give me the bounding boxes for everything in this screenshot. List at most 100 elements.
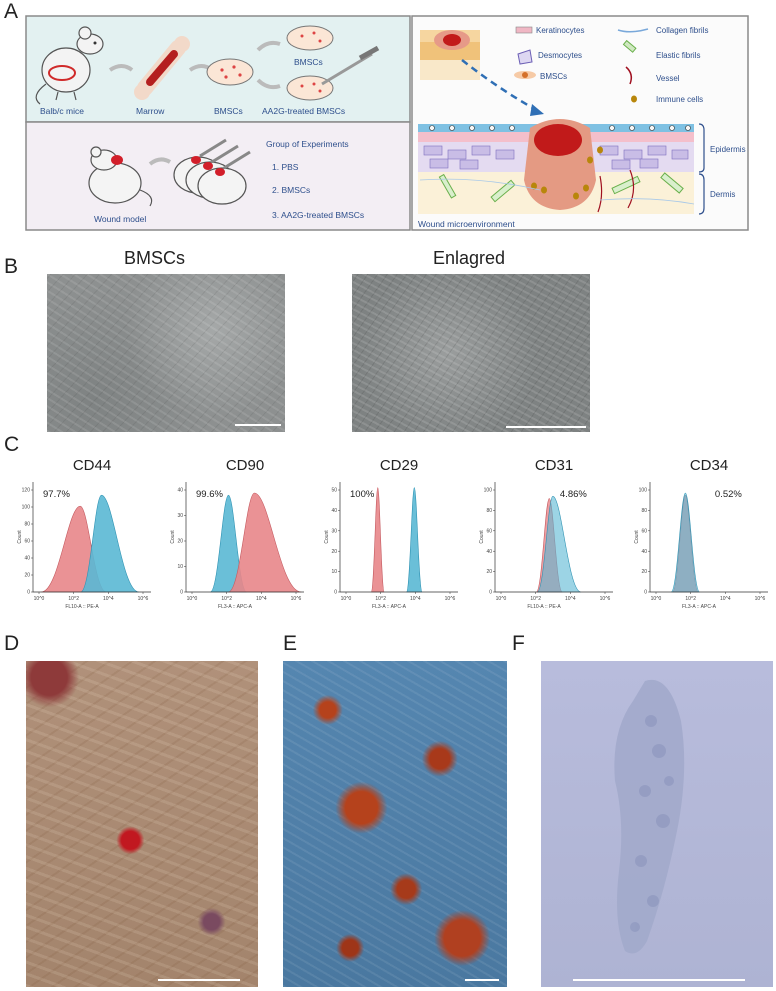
label-group-title: Group of Experiments bbox=[266, 139, 349, 149]
y-tick-label: 60 bbox=[486, 528, 492, 534]
y-tick-label: 80 bbox=[24, 522, 30, 528]
legend-collagen: Collagen fibrils bbox=[656, 26, 708, 35]
x-tick-label: 10^4 bbox=[720, 596, 731, 602]
x-tick-label: 10^2 bbox=[530, 596, 541, 602]
scale-bar bbox=[506, 426, 586, 428]
legend-bmscs: BMSCs bbox=[540, 72, 567, 81]
arrow-icon bbox=[108, 64, 134, 72]
petri-dish-icon bbox=[206, 58, 254, 86]
label-epidermis: Epidermis bbox=[710, 145, 746, 154]
legend-vessel: Vessel bbox=[656, 74, 680, 83]
y-tick-label: 30 bbox=[177, 513, 183, 519]
histogram-curve bbox=[406, 487, 423, 593]
immune-cell-glyph bbox=[631, 95, 637, 103]
legend-keratinocytes: Keratinocytes bbox=[536, 26, 584, 35]
histogram-curve bbox=[228, 492, 302, 593]
y-tick-label: 10 bbox=[177, 564, 183, 570]
y-tick-label: 40 bbox=[24, 556, 30, 562]
label-mice: Balb/c mice bbox=[40, 106, 84, 116]
collagen-glyph bbox=[617, 28, 649, 33]
histogram-title: CD29 bbox=[380, 457, 418, 474]
label-bmscs: BMSCs bbox=[214, 106, 243, 116]
x-axis-label: FL3-A :: APC-A bbox=[218, 604, 253, 610]
y-tick-label: 80 bbox=[486, 508, 492, 514]
x-axis-label: FL10-A :: PE-A bbox=[65, 604, 99, 610]
x-tick-label: 10^6 bbox=[445, 596, 456, 602]
arrow-head-icon bbox=[530, 104, 544, 116]
alcian-blue-micrograph bbox=[541, 661, 773, 987]
vessel-glyph bbox=[625, 66, 633, 85]
oil-red-o-micrograph bbox=[26, 661, 258, 987]
histogram-cd90: CD90 99.6% 0 10 20 30 40 10^0 10^2 10^4 10^6 FL3-A … bbox=[170, 457, 304, 610]
histogram-percent: 0.52% bbox=[715, 489, 742, 500]
scale-bar bbox=[158, 979, 240, 981]
legend-elastic: Elastic fibrils bbox=[656, 51, 700, 60]
histogram-title: CD34 bbox=[690, 457, 728, 474]
y-axis-label: Count bbox=[634, 530, 640, 544]
alizarin-red-micrograph bbox=[283, 661, 507, 987]
label-marrow: Marrow bbox=[136, 106, 165, 116]
y-tick-label: 20 bbox=[331, 549, 337, 555]
scale-bar bbox=[235, 424, 281, 426]
y-tick-label: 50 bbox=[331, 488, 337, 494]
x-tick-label: 10^0 bbox=[341, 596, 352, 602]
y-tick-label: 40 bbox=[331, 508, 337, 514]
label-group-2: 2. BMSCs bbox=[272, 185, 310, 195]
label-dermis: Dermis bbox=[710, 190, 735, 199]
x-tick-label: 10^0 bbox=[496, 596, 507, 602]
histogram-percent: 4.86% bbox=[560, 489, 587, 500]
panel-label-c: C bbox=[4, 433, 20, 456]
elastic-glyph bbox=[622, 39, 637, 53]
dermis-brace bbox=[698, 173, 705, 215]
histogram-cd29: CD29 100% 0 10 20 30 40 50 10^0 10^2 10^4 10^6 FL3-A… bbox=[324, 457, 458, 610]
label-wound-model: Wound model bbox=[94, 214, 146, 224]
y-axis-label: Count bbox=[479, 530, 485, 544]
y-tick-label: 0 bbox=[489, 590, 492, 596]
y-tick-label: 100 bbox=[484, 488, 493, 494]
label-group-1: 1. PBS bbox=[272, 162, 299, 172]
y-tick-label: 0 bbox=[180, 590, 183, 596]
bmsc-glyph bbox=[514, 71, 536, 79]
y-tick-label: 60 bbox=[24, 539, 30, 545]
x-tick-label: 10^6 bbox=[600, 596, 611, 602]
x-tick-label: 10^2 bbox=[375, 596, 386, 602]
x-tick-label: 10^0 bbox=[651, 596, 662, 602]
histogram-curve bbox=[370, 487, 385, 593]
y-tick-label: 0 bbox=[334, 590, 337, 596]
x-tick-label: 10^2 bbox=[221, 596, 232, 602]
panel-b-right-title: Enlagred bbox=[433, 248, 506, 268]
y-tick-label: 10 bbox=[331, 569, 337, 575]
legend-desmocytes: Desmocytes bbox=[538, 51, 582, 60]
legend-immune: Immune cells bbox=[656, 95, 703, 104]
histogram-percent: 99.6% bbox=[196, 489, 223, 500]
x-axis-label: FL3-A :: APC-A bbox=[372, 604, 407, 610]
histogram-percent: 100% bbox=[350, 489, 375, 500]
y-tick-label: 20 bbox=[641, 569, 647, 575]
petri-dish-icon bbox=[286, 25, 334, 51]
x-tick-label: 10^0 bbox=[187, 596, 198, 602]
histogram-axes bbox=[649, 482, 768, 593]
treated-dish-icon bbox=[286, 45, 380, 101]
panel-label-f: F bbox=[512, 632, 525, 655]
x-axis-label: FL10-A :: PE-A bbox=[527, 604, 561, 610]
label-group-3: 3. AA2G-treated BMSCs bbox=[272, 210, 364, 220]
y-tick-label: 40 bbox=[486, 549, 492, 555]
y-tick-label: 100 bbox=[639, 488, 648, 494]
y-tick-label: 80 bbox=[641, 508, 647, 514]
keratinocyte-glyph bbox=[515, 26, 533, 34]
y-tick-label: 0 bbox=[644, 590, 647, 596]
x-tick-label: 10^4 bbox=[565, 596, 576, 602]
panel-a-diagram: Balb/c mice Marrow BMSCs BMSCs AA2G-trea… bbox=[25, 15, 749, 231]
x-tick-label: 10^6 bbox=[138, 596, 149, 602]
arrow-icon bbox=[256, 40, 281, 52]
histogram-curve bbox=[80, 494, 139, 593]
y-tick-label: 100 bbox=[22, 505, 31, 511]
wound-mouse-icon bbox=[88, 146, 153, 207]
y-tick-label: 20 bbox=[24, 573, 30, 579]
label-treated-dish: AA2G-treated BMSCs bbox=[262, 106, 345, 116]
enlarged-micrograph bbox=[352, 274, 590, 432]
label-microenvironment: Wound microenvironment bbox=[418, 219, 515, 229]
x-tick-label: 10^6 bbox=[755, 596, 766, 602]
bmsc-micrograph bbox=[47, 274, 285, 432]
